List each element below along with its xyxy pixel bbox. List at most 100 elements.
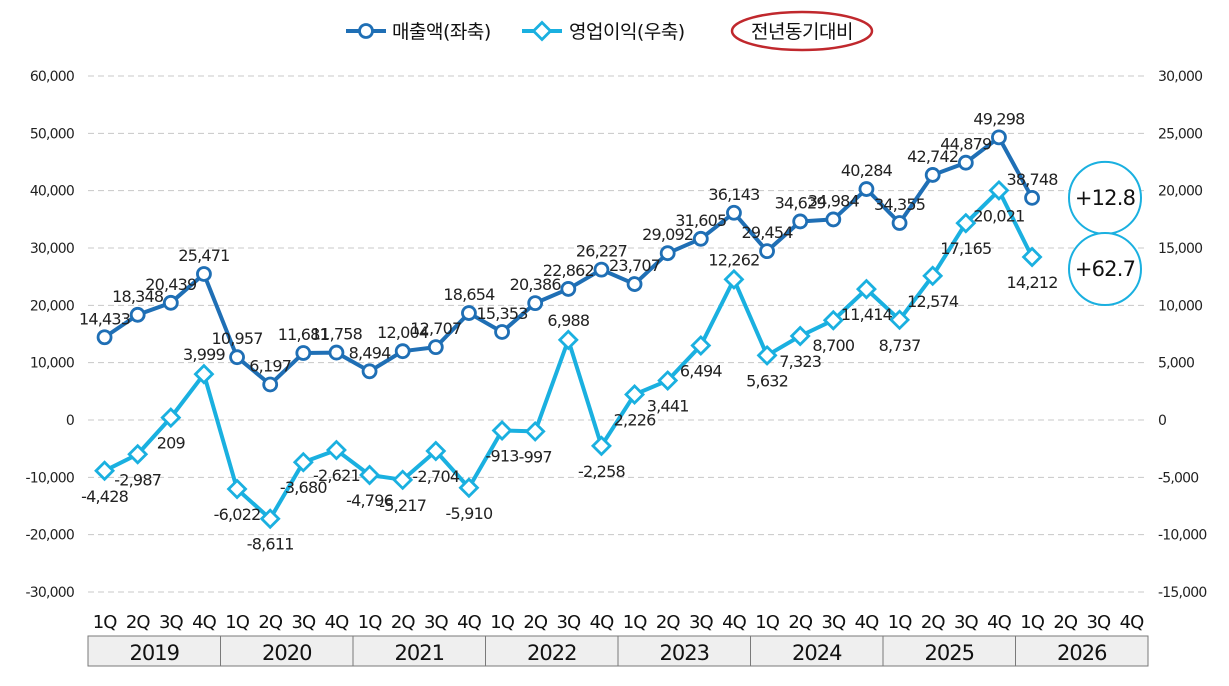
data-label-operating-profit: -8,611: [247, 535, 294, 554]
marker-operating-profit: [657, 370, 679, 392]
data-label-operating-profit: -3,680: [280, 478, 327, 497]
y-right-tick-label: -15,000: [1158, 585, 1206, 601]
data-label-operating-profit: 3,999: [183, 345, 225, 364]
data-label-revenue: 12,707: [410, 319, 461, 338]
data-label-revenue: 15,353: [476, 304, 527, 323]
data-label-revenue: 34,984: [808, 191, 860, 210]
marker-operating-profit: [425, 440, 447, 462]
x-tick-label-quarter: 3Q: [689, 612, 713, 633]
x-tick-label-quarter: 3Q: [557, 612, 581, 633]
data-label-operating-profit: 2,226: [614, 410, 656, 429]
marker-operating-profit: [458, 477, 480, 499]
y-left-tick-label: 0: [66, 413, 74, 429]
marker-revenue: [957, 154, 974, 171]
x-tick-label-quarter: 1Q: [888, 612, 912, 633]
marker-operating-profit: [723, 268, 745, 290]
x-tick-label-quarter: 1Q: [755, 612, 779, 633]
x-tick-label-quarter: 2Q: [523, 612, 547, 633]
year-cell: [485, 635, 619, 667]
legend-yoy-oval: [730, 10, 874, 52]
data-label-operating-profit: 14,212: [1006, 273, 1057, 292]
x-tick-label-quarter: 1Q: [1020, 612, 1044, 633]
data-label-revenue: 20,439: [145, 275, 197, 294]
marker-operating-profit: [624, 383, 646, 405]
y-left-tick-label: 10,000: [30, 356, 74, 372]
data-label-revenue: 44,879: [940, 135, 992, 154]
marker-operating-profit: [889, 309, 911, 331]
x-tick-label-quarter: 1Q: [623, 612, 647, 633]
data-label-revenue: 34,629: [775, 193, 827, 212]
x-tick-label-quarter: 4Q: [722, 612, 746, 633]
data-label-revenue: 14,433: [79, 309, 130, 328]
x-tick-label-quarter: 3Q: [954, 612, 978, 633]
year-label: 2021: [395, 641, 444, 665]
marker-operating-profit: [756, 344, 778, 366]
year-label: 2019: [130, 641, 179, 665]
marker-revenue: [394, 343, 411, 360]
x-tick-label-quarter: 2Q: [921, 612, 945, 633]
marker-revenue: [129, 306, 146, 323]
x-tick-label-quarter: 3Q: [159, 612, 183, 633]
marker-operating-profit: [789, 325, 811, 347]
marker-operating-profit: [988, 179, 1010, 201]
marker-revenue: [162, 294, 179, 311]
y-left-tick-label: -10,000: [26, 470, 74, 486]
marker-operating-profit: [822, 309, 844, 331]
year-label: 2026: [1057, 641, 1107, 665]
x-tick-label-quarter: 4Q: [1120, 612, 1144, 633]
y-right-tick-label: 15,000: [1158, 241, 1202, 257]
marker-operating-profit: [292, 451, 314, 473]
y-right-tick-label: 5,000: [1158, 356, 1194, 372]
marker-revenue: [262, 376, 279, 393]
marker-operating-profit: [94, 460, 116, 482]
data-label-revenue: 11,681: [278, 325, 329, 344]
year-cell: [617, 635, 751, 667]
marker-revenue: [527, 295, 544, 312]
series-markers: [94, 129, 1043, 530]
marker-operating-profit: [955, 212, 977, 234]
marker-revenue: [858, 181, 875, 197]
data-label-revenue: 12,004: [377, 323, 429, 342]
data-label-operating-profit: -6,022: [214, 505, 261, 524]
marker-operating-profit: [1021, 246, 1043, 268]
x-tick-label-quarter: 4Q: [855, 612, 879, 633]
x-tick-label-quarter: 3Q: [424, 612, 448, 633]
y-left-tick-label: 50,000: [30, 126, 74, 142]
data-label-operating-profit: 7,323: [779, 352, 821, 371]
x-tick-label-quarter: 1Q: [358, 612, 382, 633]
year-cell: [1015, 635, 1149, 667]
marker-revenue: [593, 261, 610, 278]
y-right-tick-label: 30,000: [1158, 69, 1202, 85]
marker-operating-profit: [491, 419, 513, 441]
y-axis-left-tick-labels: -30,000 -20,000 -10,000 0 10,000 20,000 30,000…: [26, 69, 75, 601]
x-tick-label-quarter: 2Q: [258, 612, 282, 633]
marker-operating-profit: [226, 478, 248, 500]
x-tick-label-quarter: 2Q: [1053, 612, 1077, 633]
data-label-operating-profit: -997: [519, 447, 552, 466]
x-tick-label-quarter: 2Q: [126, 612, 150, 633]
marker-operating-profit: [922, 265, 944, 287]
marker-operating-profit: [690, 335, 712, 357]
data-label-operating-profit: 5,632: [746, 371, 788, 390]
year-label: 2025: [925, 641, 974, 665]
data-label-revenue: 26,227: [576, 242, 627, 261]
year-label: 2022: [527, 641, 576, 665]
data-label-operating-profit: -2,704: [412, 467, 459, 486]
data-label-revenue: 40,284: [841, 161, 893, 180]
y-left-tick-label: -20,000: [26, 528, 74, 544]
data-label-revenue: 42,742: [907, 147, 958, 166]
marker-revenue: [96, 329, 113, 346]
y-right-tick-label: 20,000: [1158, 184, 1202, 200]
data-label-revenue: 29,454: [741, 223, 793, 242]
y-left-tick-label: -30,000: [26, 585, 74, 601]
x-tick-label-quarter: 4Q: [325, 612, 349, 633]
data-label-revenue: 25,471: [178, 246, 229, 265]
data-label-revenue: 31,605: [675, 211, 726, 230]
marker-revenue: [692, 230, 709, 247]
legend-revenue-label: 매출액(좌축): [392, 21, 491, 43]
y-right-tick-label: 25,000: [1158, 126, 1202, 142]
data-label-operating-profit: -4,428: [81, 487, 128, 506]
marker-operating-profit: [193, 363, 215, 385]
annotations: +12.8 +62.7: [1068, 160, 1142, 307]
data-label-revenue: 34,355: [874, 195, 925, 214]
